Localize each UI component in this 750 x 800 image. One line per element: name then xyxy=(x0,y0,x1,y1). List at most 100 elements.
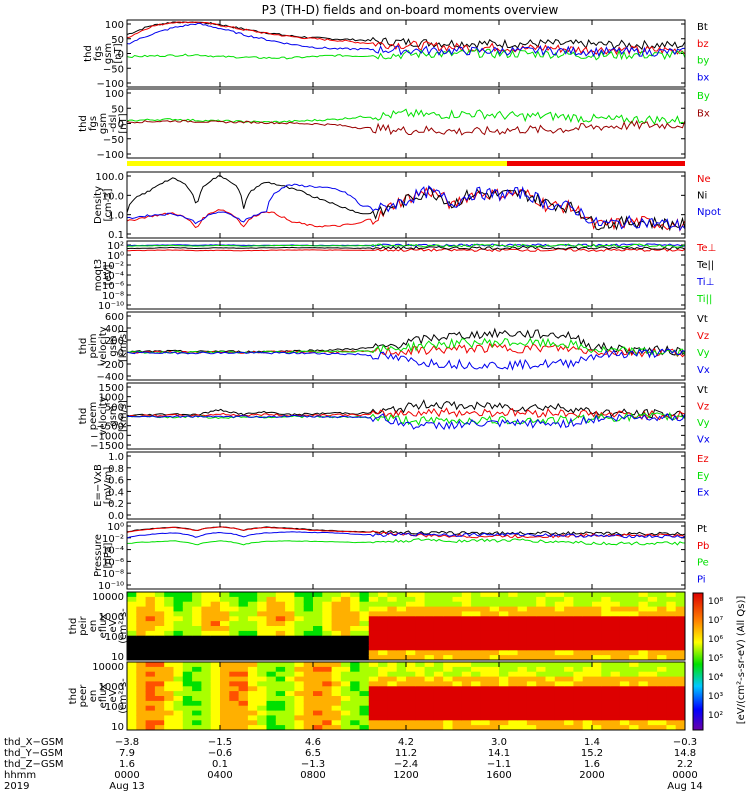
spectro-cell xyxy=(127,691,137,697)
spectro-cell xyxy=(499,700,509,707)
spectro-cell xyxy=(536,725,546,731)
spectro-cell xyxy=(396,645,407,651)
spectro-cell xyxy=(554,650,565,656)
spectro-cell xyxy=(201,725,212,731)
spectro-cell xyxy=(443,720,453,726)
spectro-cell xyxy=(247,592,258,598)
spectro-cell xyxy=(294,696,305,702)
spectro-cell xyxy=(517,662,528,668)
spectro-cell xyxy=(517,705,528,712)
spectro-cell xyxy=(220,645,230,651)
spectro-cell xyxy=(461,671,472,678)
spectro-cell xyxy=(201,645,212,651)
spectro-cell xyxy=(229,635,240,642)
xaxis-value: Aug 14 xyxy=(667,781,702,792)
spectro-cell xyxy=(657,645,667,651)
spectro-cell xyxy=(554,640,565,646)
spectro-cell xyxy=(610,696,621,702)
spectro-cell xyxy=(378,592,388,598)
spectro-cell xyxy=(192,640,202,646)
spectro-cell xyxy=(657,635,667,642)
spectro-cell xyxy=(387,720,398,726)
y-axis-label: (cm²-s- xyxy=(118,678,129,714)
spectro-cell xyxy=(387,686,398,692)
spectro-cell xyxy=(433,700,444,707)
spectro-cell xyxy=(433,725,444,731)
spectro-cell xyxy=(508,681,519,687)
spectro-cell xyxy=(675,676,686,682)
spectrogram-peir_spectrogram xyxy=(127,592,686,661)
spectro-cell xyxy=(313,671,323,678)
spectro-cell xyxy=(582,671,593,678)
spectro-cell xyxy=(536,681,546,687)
series-fgs_gsm-bx xyxy=(126,22,686,58)
spectro-cell xyxy=(592,676,602,682)
y-axis-label: [eV] xyxy=(103,265,114,286)
spectro-cell xyxy=(443,662,453,668)
spectro-cell xyxy=(461,640,472,646)
spectro-cell xyxy=(275,621,286,627)
y-axis-label: [cm-3] xyxy=(103,188,114,221)
spectro-cell xyxy=(666,635,677,642)
spectro-cell xyxy=(536,655,546,661)
spectro-cell xyxy=(424,621,435,627)
spectro-cell xyxy=(471,705,481,712)
y-axis-label: peer xyxy=(78,684,89,708)
ytick-label: 10⁰ xyxy=(107,251,124,262)
spectro-cell xyxy=(647,666,658,673)
spectro-cell xyxy=(136,650,147,656)
spectro-cell xyxy=(173,592,184,598)
spectro-cell xyxy=(461,601,472,608)
spectro-cell xyxy=(396,715,407,721)
spectro-cell xyxy=(294,681,305,687)
spectro-cell xyxy=(257,720,267,726)
spectro-cell xyxy=(340,621,351,627)
spectro-cell xyxy=(313,630,323,637)
xaxis-value: −1.1 xyxy=(487,759,511,770)
spectro-cell xyxy=(629,630,639,637)
spectro-cell xyxy=(415,645,426,651)
spectro-cell xyxy=(647,710,658,716)
spectro-cell xyxy=(526,691,537,697)
spectro-cell xyxy=(433,715,444,721)
spectro-cell xyxy=(322,691,333,697)
spectro-cell xyxy=(666,626,677,632)
spectro-cell xyxy=(601,592,612,598)
spectro-cell xyxy=(350,720,360,726)
spectro-cell xyxy=(322,650,333,656)
spectro-cell xyxy=(182,626,193,632)
spectro-cell xyxy=(229,700,240,707)
spectro-cell xyxy=(340,611,351,617)
ytick-label: 100 xyxy=(105,20,124,31)
spectro-cell xyxy=(675,645,686,651)
spectro-cell xyxy=(610,655,621,661)
spectro-cell xyxy=(415,715,426,721)
spectro-cell xyxy=(378,596,388,603)
spectro-cell xyxy=(294,725,305,731)
spectro-cell xyxy=(415,662,426,668)
spectro-cell xyxy=(657,666,667,673)
spectro-cell xyxy=(210,592,221,598)
spectro-cell xyxy=(368,700,379,707)
spectro-cell xyxy=(127,681,137,687)
spectro-cell xyxy=(406,700,416,707)
spectro-cell xyxy=(220,696,230,702)
spectro-cell xyxy=(564,691,574,697)
ytick-label: −500 xyxy=(97,422,124,433)
spectro-cell xyxy=(489,611,500,617)
spectro-cell xyxy=(452,700,463,707)
spectro-cell xyxy=(238,616,249,622)
spectro-cell xyxy=(406,650,416,656)
spectro-cell xyxy=(619,650,630,656)
spectro-cell xyxy=(220,710,230,716)
spectro-cell xyxy=(536,705,546,712)
spectro-cell xyxy=(592,700,602,707)
spectro-cell xyxy=(406,725,416,731)
spectro-cell xyxy=(340,596,351,603)
spectro-cell xyxy=(564,725,574,731)
spectro-cell xyxy=(368,640,379,646)
spectro-cell xyxy=(517,616,528,622)
spectro-cell xyxy=(201,715,212,721)
spectro-cell xyxy=(247,596,258,603)
spectro-cell xyxy=(573,676,584,682)
